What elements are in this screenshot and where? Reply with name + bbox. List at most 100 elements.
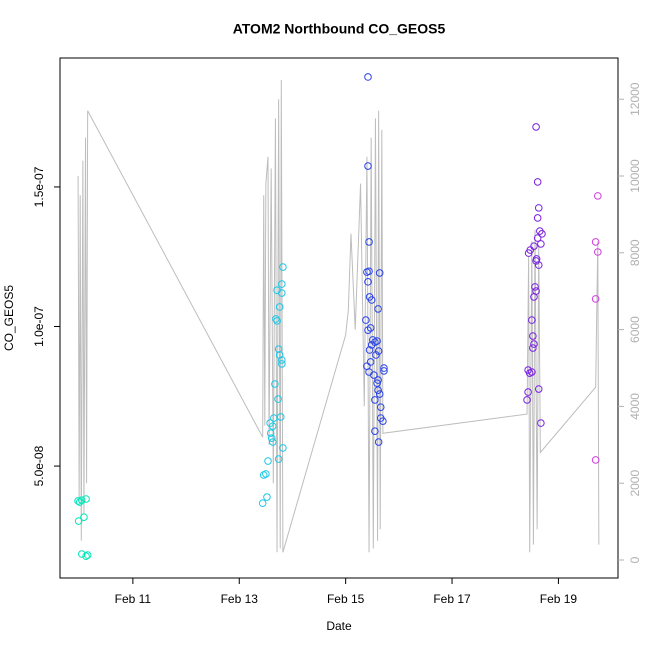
point: [364, 73, 372, 81]
point: [530, 340, 538, 348]
point: [533, 234, 542, 242]
point: [276, 413, 285, 421]
point: [533, 214, 542, 222]
point: [529, 332, 537, 340]
point: [266, 429, 275, 437]
point: [278, 280, 286, 288]
point: [593, 192, 602, 200]
point: [528, 316, 536, 324]
point: [264, 457, 272, 465]
point: [363, 362, 371, 370]
point: [80, 513, 88, 521]
point: [74, 497, 82, 505]
point: [532, 257, 540, 265]
point: [267, 434, 276, 442]
x-tick-label: Feb 13: [221, 592, 259, 606]
point: [368, 336, 377, 344]
point: [365, 346, 374, 354]
point: [537, 419, 545, 427]
point: [268, 422, 277, 430]
point: [380, 367, 388, 375]
y-axis-label: CO_GEOS5: [2, 285, 16, 351]
point: [366, 358, 375, 366]
point: [593, 248, 602, 256]
point: [268, 438, 277, 446]
plot-frame: [59, 57, 619, 579]
point: [591, 295, 600, 303]
point: [82, 495, 90, 503]
point: [374, 376, 382, 384]
point: [538, 230, 546, 238]
point: [74, 517, 83, 525]
y2-tick-label: 2000: [628, 470, 642, 497]
point: [537, 240, 545, 248]
point: [364, 326, 372, 334]
point: [524, 249, 533, 257]
point: [366, 324, 375, 332]
point: [529, 344, 537, 352]
point: [274, 455, 283, 463]
point: [371, 396, 379, 404]
point: [274, 395, 282, 403]
point: [258, 499, 267, 507]
point: [275, 303, 284, 311]
point: [364, 162, 372, 170]
point: [374, 305, 382, 313]
chart-title: ATOM2 Northbound CO_GEOS5: [233, 21, 446, 37]
point: [530, 293, 538, 301]
point: [375, 269, 384, 277]
point: [279, 444, 287, 452]
point: [82, 552, 90, 561]
point: [365, 238, 373, 246]
point: [364, 278, 372, 286]
point: [271, 380, 279, 388]
point: [75, 498, 84, 506]
x-tick-label: Feb 15: [327, 592, 365, 606]
point: [528, 368, 536, 376]
point: [278, 289, 286, 297]
point: [262, 470, 270, 478]
y2-tick-label: 0: [628, 556, 642, 563]
point: [279, 263, 287, 271]
point: [375, 390, 384, 398]
y2-tick-label: 8000: [628, 239, 642, 266]
point: [371, 427, 379, 435]
point: [78, 550, 86, 558]
y-tick-label: 5.0e-08: [32, 445, 46, 486]
point: [531, 283, 539, 291]
x-tick-label: Feb 19: [540, 592, 578, 606]
y2-tick-label: 6000: [628, 316, 642, 343]
point: [263, 493, 271, 501]
point: [376, 414, 385, 422]
point: [591, 456, 600, 464]
point: [530, 242, 538, 250]
point: [273, 317, 281, 325]
y-tick-label: 1.5e-07: [32, 166, 46, 207]
x-tick-label: Feb 17: [433, 592, 471, 606]
y-tick-label: 1.0e-07: [32, 306, 46, 347]
point: [534, 261, 543, 269]
point: [278, 360, 286, 368]
point: [533, 178, 542, 186]
point: [274, 345, 283, 353]
point: [83, 551, 92, 559]
y2-tick-label: 12000: [628, 82, 642, 116]
point: [523, 396, 531, 404]
point: [374, 438, 383, 446]
point: [380, 364, 388, 372]
point: [370, 371, 378, 379]
point: [534, 204, 543, 212]
point: [524, 388, 532, 396]
point: [367, 296, 376, 304]
point: [372, 351, 380, 359]
point: [373, 337, 381, 345]
x-axis-label: Date: [326, 619, 352, 633]
point: [532, 123, 540, 131]
point: [376, 403, 385, 411]
point: [534, 385, 543, 393]
point: [78, 496, 86, 504]
point: [278, 356, 286, 364]
point: [365, 267, 373, 276]
